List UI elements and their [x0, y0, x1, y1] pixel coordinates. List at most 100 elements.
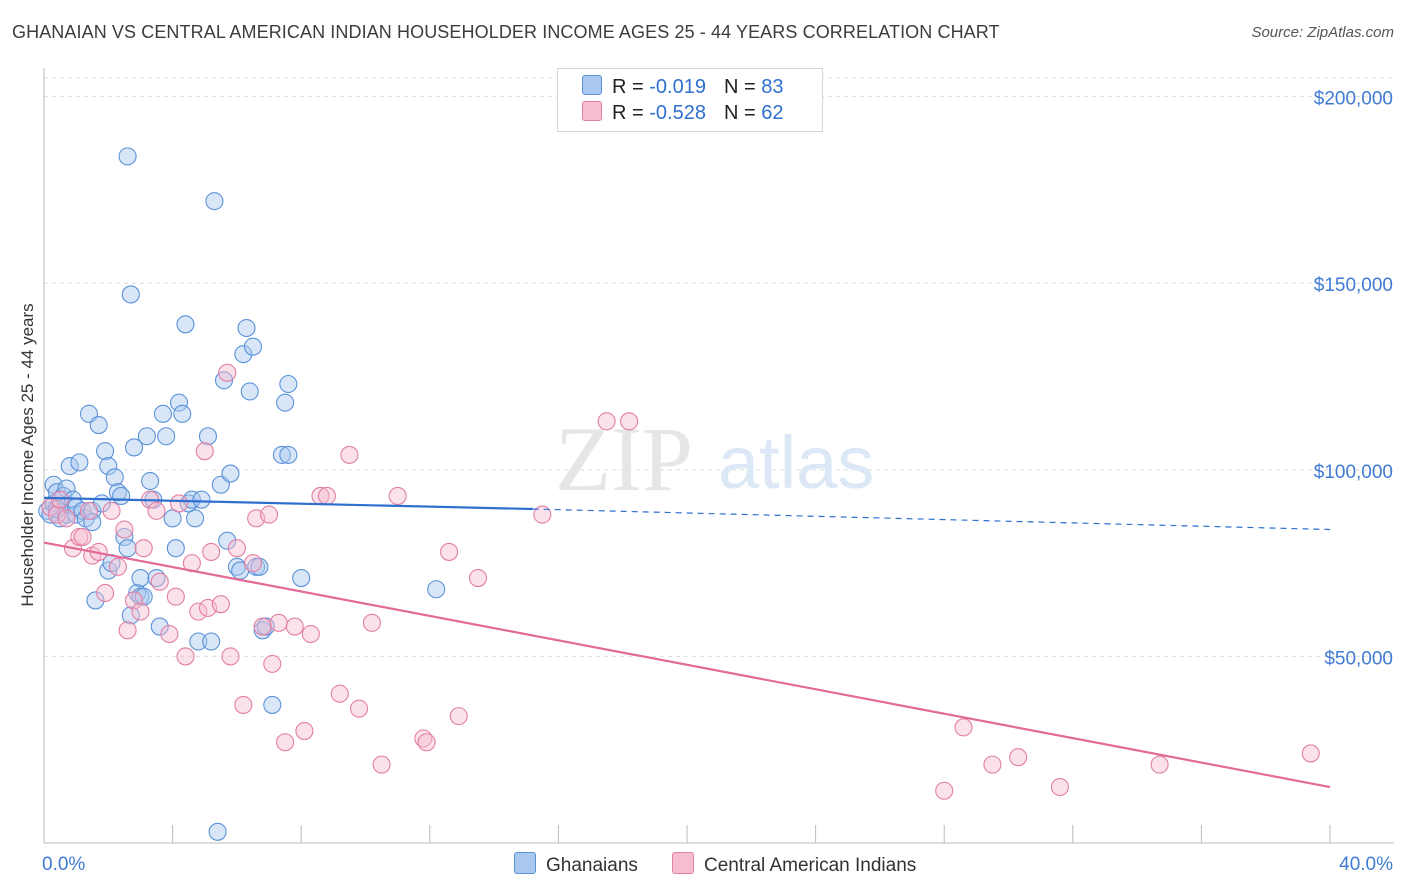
point-ghanaians	[115, 527, 134, 547]
trend-lines	[43, 496, 1331, 789]
bottom-legend-label: Ghanaians	[546, 855, 638, 876]
point-central-american-indians	[189, 602, 208, 621]
point-ghanaians	[221, 464, 240, 483]
point-central-american-indians	[597, 412, 616, 431]
point-central-american-indians	[176, 647, 195, 666]
point-central-american-indians	[468, 568, 488, 588]
legend-swatch-central-american-indians	[582, 101, 602, 121]
point-central-american-indians	[1009, 748, 1028, 767]
point-ghanaians	[272, 445, 291, 464]
point-ghanaians	[131, 568, 150, 588]
point-ghanaians	[86, 591, 105, 610]
legend-n-value: 83	[761, 76, 784, 98]
legend-r-label: R =	[612, 76, 650, 98]
point-ghanaians	[121, 285, 140, 304]
point-central-american-indians	[57, 509, 76, 528]
point-ghanaians	[121, 606, 140, 625]
point-ghanaians	[83, 513, 102, 532]
point-central-american-indians	[362, 613, 381, 632]
point-ghanaians	[176, 315, 195, 334]
point-ghanaians	[118, 147, 137, 166]
point-central-american-indians	[73, 527, 92, 547]
point-central-american-indians	[124, 591, 144, 610]
point-ghanaians	[192, 490, 211, 509]
point-ghanaians	[243, 337, 263, 356]
point-central-american-indians	[131, 602, 150, 621]
point-central-american-indians	[227, 539, 246, 558]
point-ghanaians	[427, 580, 446, 599]
point-central-american-indians	[983, 755, 1002, 774]
point-ghanaians	[198, 427, 218, 446]
point-ghanaians	[189, 632, 208, 651]
y-tick-label: $150,000	[1314, 275, 1393, 296]
trend-line-ghanaians	[43, 496, 533, 511]
point-central-american-indians	[259, 505, 279, 524]
point-ghanaians	[70, 453, 89, 472]
point-central-american-indians	[108, 557, 127, 576]
watermark-atlas: atlas	[718, 421, 874, 504]
point-ghanaians	[208, 822, 227, 841]
bottom-legend-ghanaians: Ghanaians	[514, 852, 638, 877]
point-central-american-indians	[96, 583, 115, 603]
point-central-american-indians	[115, 520, 134, 539]
legend-row-central-american-indians: R = -0.528 N = 62	[582, 101, 783, 127]
point-central-american-indians	[269, 613, 288, 632]
point-central-american-indians	[301, 624, 320, 644]
point-central-american-indians	[295, 721, 314, 741]
point-ghanaians	[186, 509, 205, 528]
point-central-american-indians	[1301, 744, 1320, 763]
point-central-american-indians	[102, 501, 121, 520]
point-ghanaians	[202, 632, 221, 651]
legend-n-value: 62	[761, 102, 784, 124]
point-central-american-indians	[160, 624, 179, 644]
point-central-american-indians	[388, 486, 407, 506]
legend-row-ghanaians: R = -0.019 N = 83	[582, 75, 783, 101]
point-ghanaians	[279, 374, 298, 394]
point-ghanaians	[292, 568, 311, 588]
point-ghanaians	[141, 471, 160, 491]
bottom-legend-swatch-ghanaians	[514, 852, 536, 874]
point-central-american-indians	[440, 542, 459, 561]
point-central-american-indians	[218, 363, 237, 382]
point-central-american-indians	[449, 707, 468, 726]
point-ghanaians	[96, 442, 115, 461]
legend-r-value: -0.019	[649, 76, 706, 98]
point-ghanaians	[234, 345, 253, 364]
point-ghanaians	[153, 404, 173, 423]
axes	[43, 68, 1394, 844]
point-ghanaians	[237, 318, 256, 338]
point-central-american-indians	[166, 587, 185, 606]
point-ghanaians	[279, 445, 298, 464]
point-central-american-indians	[350, 699, 369, 718]
source-label: Source: ZipAtlas.com	[1251, 24, 1394, 41]
point-central-american-indians	[221, 647, 240, 666]
point-ghanaians	[276, 393, 295, 412]
x-tick-label-end: 40.0%	[1339, 854, 1393, 875]
point-central-american-indians	[150, 572, 169, 591]
point-ghanaians	[173, 404, 192, 423]
point-ghanaians	[105, 468, 124, 487]
point-central-american-indians	[330, 684, 349, 703]
point-central-american-indians	[195, 442, 214, 461]
point-central-american-indians	[340, 445, 359, 464]
point-ghanaians	[89, 415, 108, 435]
chart-title: GHANAIAN VS CENTRAL AMERICAN INDIAN HOUS…	[12, 22, 1000, 42]
point-central-american-indians	[276, 733, 295, 752]
point-central-american-indians	[1050, 777, 1069, 797]
point-ghanaians	[240, 382, 259, 401]
point-ghanaians	[57, 479, 76, 498]
point-central-american-indians	[51, 490, 70, 509]
y-tick-label: $200,000	[1314, 89, 1393, 110]
point-ghanaians	[134, 587, 153, 606]
point-ghanaians	[218, 531, 237, 550]
point-ghanaians	[163, 509, 182, 528]
y-tick-label: $50,000	[1324, 648, 1393, 669]
watermark-zip: ZIP	[555, 408, 693, 510]
bottom-legend-swatch-central-american-indians	[672, 852, 694, 874]
point-ghanaians	[60, 457, 79, 476]
point-ghanaians	[99, 457, 118, 476]
point-ghanaians	[205, 192, 224, 211]
point-central-american-indians	[417, 733, 436, 752]
tick-labels: $50,000 $100,000 $150,000 $200,000 0.0% 40.0%	[42, 89, 1393, 875]
legend-n-label: N =	[723, 102, 762, 124]
